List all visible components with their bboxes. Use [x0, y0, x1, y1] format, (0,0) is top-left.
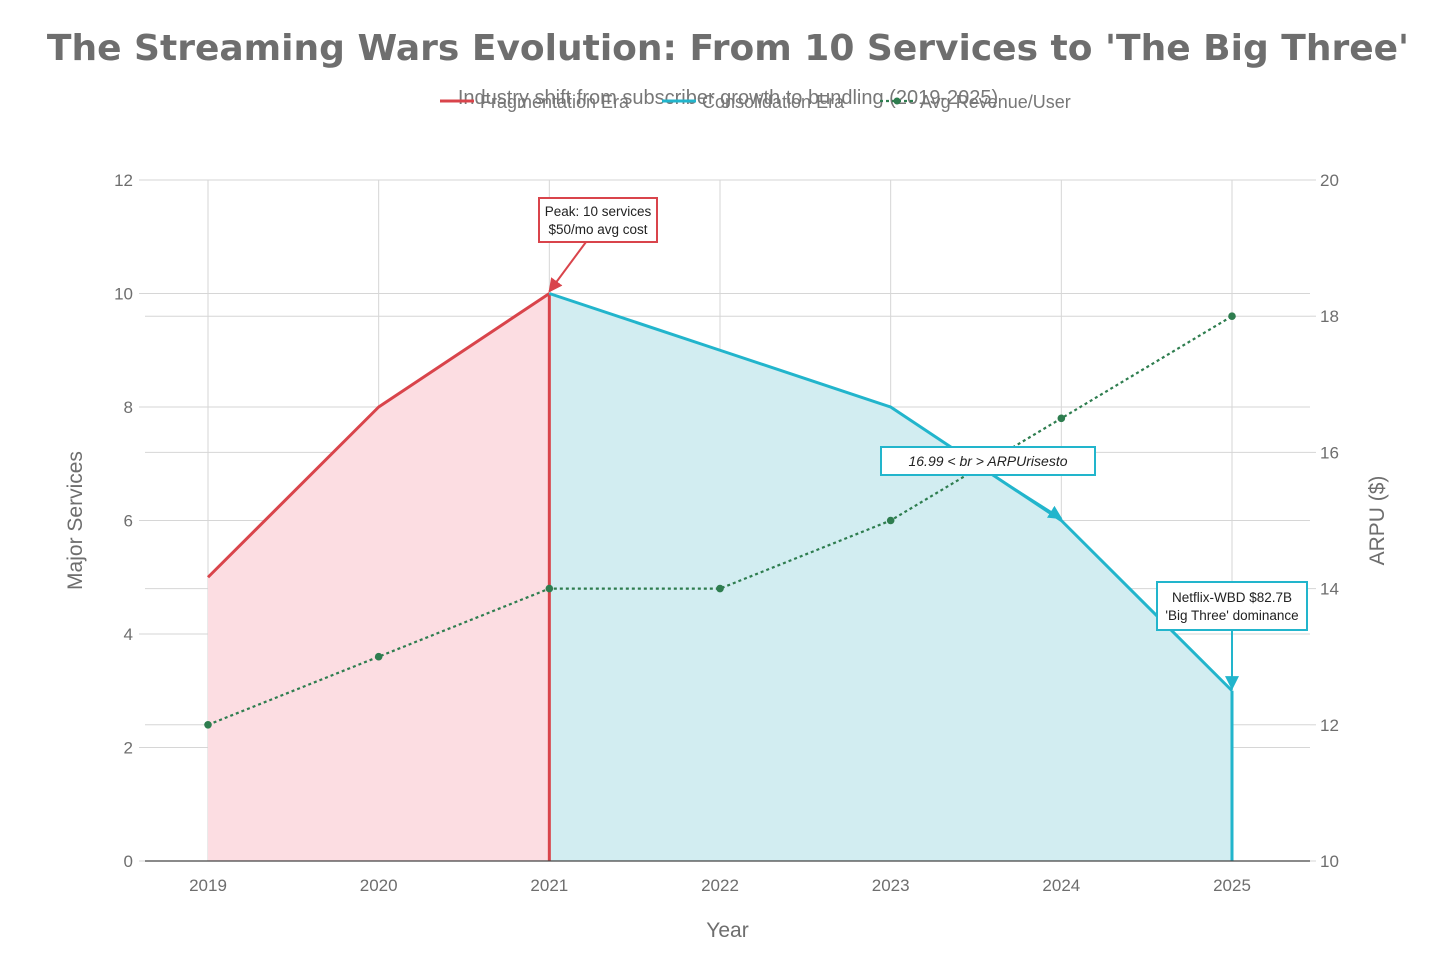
legend: Fragmentation Era Consolidation Era Avg Re…: [440, 92, 1071, 112]
legend-marker: [893, 97, 901, 105]
arpu-point: [716, 584, 724, 593]
annotation-box: [538, 197, 658, 243]
y2-tick-label: 16: [1320, 443, 1339, 462]
line-fragmentation-era: [206, 292, 551, 579]
annotation-text: 'Big Three' dominance: [1165, 608, 1298, 623]
annotations: Peak: 10 services $50/mo avg cost 16.99 < …: [538, 197, 1308, 691]
y2-tick-label: 14: [1320, 580, 1339, 599]
area-fragmentation-era: [208, 293, 550, 861]
y2-tick-label: 20: [1320, 171, 1339, 190]
x-tick-label: 2023: [872, 876, 910, 895]
arpu-point: [1228, 312, 1236, 321]
y2-tick-label: 18: [1320, 307, 1339, 326]
annotation-box: [1156, 581, 1308, 631]
x-tick-label: 2020: [360, 876, 398, 895]
legend-label: Fragmentation Era: [480, 92, 630, 112]
arpu-point: [1057, 414, 1066, 423]
chart-subtitle: Industry shift from subscriber growth to…: [457, 87, 999, 109]
annotation-text: Netflix-WBD $82.7B: [1172, 590, 1292, 605]
annotation-text: 16.99 < br > ARPUrisesto: [908, 453, 1067, 469]
area-consolidation-era: [549, 293, 1232, 861]
y2-tick-label: 10: [1320, 852, 1339, 871]
annotation-box: [880, 446, 1096, 476]
y2-tick-label: 12: [1320, 716, 1339, 735]
annotation-arrow: [548, 241, 587, 293]
y-tick-label: 10: [114, 285, 133, 304]
arpu-point: [545, 584, 554, 593]
arpu-markers: [204, 312, 1236, 729]
x-axis-title: Year: [706, 919, 748, 942]
x-tick-label: 2019: [189, 876, 227, 895]
y-tick-label: 6: [124, 512, 133, 531]
annotation-arrow: [992, 474, 1063, 520]
area-fills: [208, 293, 1232, 861]
annotation-text: $50/mo avg cost: [548, 222, 647, 237]
x-tick-label: 2024: [1042, 876, 1080, 895]
arpu-point: [886, 516, 895, 525]
y-tick-label: 4: [124, 625, 133, 644]
legend-label: Consolidation Era: [702, 92, 845, 112]
legend-label: Avg Revenue/User: [920, 92, 1071, 112]
y-axis-title: Major Services: [64, 451, 87, 590]
chart-title: The Streaming Wars Evolution: From 10 Se…: [46, 28, 1410, 69]
annotation-text: Peak: 10 services: [545, 204, 652, 219]
y-tick-label: 2: [124, 739, 133, 758]
line-consolidation-era: [548, 292, 1234, 692]
x-tick-label: 2021: [530, 876, 568, 895]
arpu-point: [204, 721, 212, 729]
axes: 0 2 4 6 8 10 12 10 12 14 16 18 20 2019 2020 2021 2022 202…: [64, 171, 1389, 942]
y-tick-label: 8: [124, 398, 133, 417]
y2-axis-title: ARPU ($): [1366, 476, 1389, 566]
x-tick-label: 2025: [1213, 876, 1251, 895]
x-tick-label: 2022: [701, 876, 739, 895]
y-tick-label: 0: [124, 852, 133, 871]
y-tick-label: 12: [114, 171, 133, 190]
arpu-point: [374, 652, 383, 661]
